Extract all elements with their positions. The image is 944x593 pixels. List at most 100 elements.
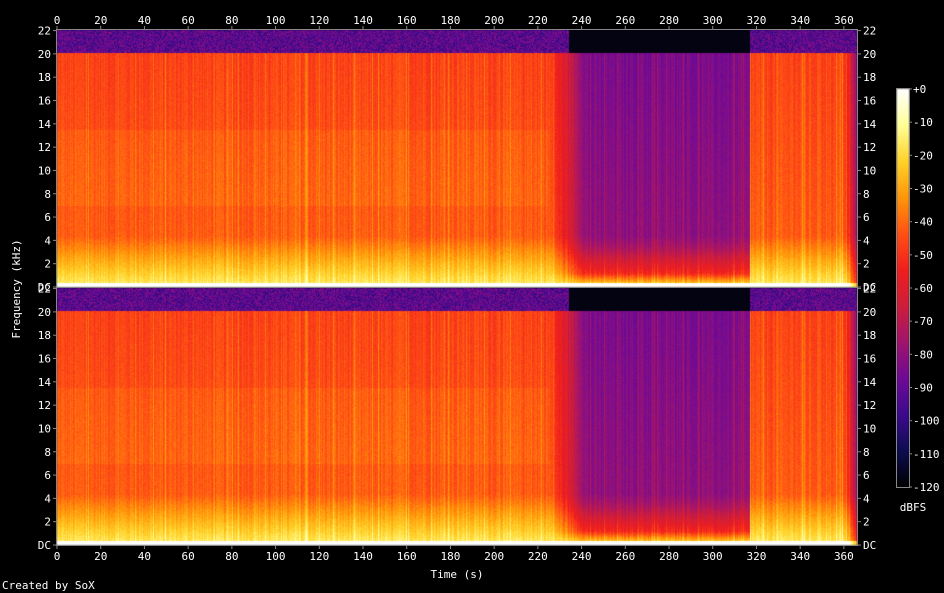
y-tick-label-right: 16 (863, 95, 876, 108)
y-tick-label-right: 8 (863, 446, 870, 459)
y-tick-label-left: 12 (38, 399, 51, 412)
x-tick-label: 320 (747, 14, 767, 27)
colorbar-unit-label: dBFS (900, 501, 927, 514)
y-tick-label-left: 14 (38, 376, 52, 389)
colorbar-tick-label: -10 (913, 116, 933, 129)
y-tick-label-right: 4 (863, 492, 870, 505)
x-tick-label: 220 (528, 550, 548, 563)
y-tick-label-left: 16 (38, 95, 51, 108)
y-tick-label-left: 6 (44, 211, 51, 224)
y-tick-label-left: DC (38, 539, 51, 552)
x-tick-label: 160 (397, 550, 417, 563)
y-tick-label-right: 18 (863, 71, 876, 84)
x-axis-label: Time (s) (431, 568, 484, 581)
x-tick-label: 260 (615, 550, 635, 563)
plot-frame-channel-1 (56, 29, 858, 288)
y-tick-label-left: 10 (38, 164, 51, 177)
x-tick-label: 360 (834, 550, 854, 563)
x-tick-label: 320 (747, 550, 767, 563)
x-tick-label: 200 (484, 14, 504, 27)
y-tick-label-right: 18 (863, 329, 876, 342)
x-tick-label: 360 (834, 14, 854, 27)
colorbar-tick-label: -90 (913, 382, 933, 395)
x-tick-label: 120 (309, 14, 329, 27)
x-tick-label: 260 (615, 14, 635, 27)
x-tick-label: 20 (94, 14, 107, 27)
plot-frame-channel-2 (56, 287, 858, 546)
colorbar-tick-label: -120 (913, 481, 940, 494)
colorbar-tick-label: -110 (913, 448, 940, 461)
y-tick-label-right: 22 (863, 25, 876, 38)
colorbar-tick-label: -70 (913, 315, 933, 328)
y-tick-label-left: 8 (44, 446, 51, 459)
colorbar-tick-label: -100 (913, 415, 940, 428)
y-tick-label-left: 4 (44, 234, 51, 247)
colorbar-tick-label: -20 (913, 149, 933, 162)
y-tick-label-right: 8 (863, 188, 870, 201)
y-tick-label-right: 6 (863, 469, 870, 482)
y-tick-label-right: 20 (863, 48, 876, 61)
y-tick-label-right: 2 (863, 258, 870, 271)
x-tick-label: 180 (441, 550, 461, 563)
y-tick-label-left: 22 (38, 25, 51, 38)
y-tick-label-right: 10 (863, 422, 876, 435)
y-tick-label-right: DC (863, 539, 876, 552)
x-tick-label: 180 (441, 14, 461, 27)
x-tick-label: 140 (353, 14, 373, 27)
colorbar: +0 -10 -20 -30 -40 -50 -60 -70 -80 -90 -100 -110 -12… (896, 83, 940, 494)
x-tick-label: 240 (572, 550, 592, 563)
x-tick-label: 120 (309, 550, 329, 563)
colorbar-frame (896, 88, 910, 488)
y-tick-label-right: 14 (863, 118, 877, 131)
x-tick-label: 0 (54, 14, 61, 27)
x-axis-bottom: 0 20 40 60 80 100 120 140 160 180 200 220 240 260 280 3… (54, 545, 854, 563)
x-tick-label: 240 (572, 14, 592, 27)
x-tick-label: 280 (659, 14, 679, 27)
x-tick-label: 40 (138, 14, 151, 27)
y-tick-label-left: 6 (44, 469, 51, 482)
y-tick-label-left: DC (38, 281, 51, 294)
colorbar-tick-label: -40 (913, 216, 933, 229)
y-tick-label-left: 12 (38, 141, 51, 154)
colorbar-tick-label: -50 (913, 249, 933, 262)
x-tick-label: 200 (484, 550, 504, 563)
x-tick-label: 300 (703, 550, 723, 563)
y-tick-label-right: 6 (863, 211, 870, 224)
y-tick-label-left: 14 (38, 118, 52, 131)
x-tick-label: 100 (266, 550, 286, 563)
x-tick-label: 60 (182, 14, 195, 27)
x-tick-label: 0 (54, 550, 61, 563)
footer-credit: Created by SoX (2, 579, 95, 592)
y-tick-label-right: DC (863, 281, 876, 294)
colorbar-tick-label: -30 (913, 183, 933, 196)
x-tick-label: 160 (397, 14, 417, 27)
y-tick-label-right: 4 (863, 234, 870, 247)
y-tick-label-right: 12 (863, 399, 876, 412)
y-tick-label-left: 18 (38, 71, 51, 84)
y-tick-label-right: 2 (863, 516, 870, 529)
x-tick-label: 40 (138, 550, 151, 563)
colorbar-tick-label: -80 (913, 348, 933, 361)
y-tick-label-right: 20 (863, 306, 876, 319)
x-tick-label: 280 (659, 550, 679, 563)
y-tick-label-right: 22 (863, 283, 876, 296)
y-tick-label-left: 8 (44, 188, 51, 201)
y-tick-label-right: 16 (863, 353, 876, 366)
y-tick-label-left: 20 (38, 48, 51, 61)
x-tick-label: 300 (703, 14, 723, 27)
plot-frames (56, 29, 858, 546)
colorbar-tick-label: +0 (913, 83, 926, 96)
x-tick-label: 100 (266, 14, 286, 27)
x-tick-label: 20 (94, 550, 107, 563)
y-tick-label-right: 14 (863, 376, 877, 389)
colorbar-tick-label: -60 (913, 282, 933, 295)
y-tick-label-left: 2 (44, 258, 51, 271)
x-tick-label: 140 (353, 550, 373, 563)
x-tick-label: 220 (528, 14, 548, 27)
x-tick-label: 340 (790, 550, 810, 563)
y-tick-label-right: 10 (863, 164, 876, 177)
x-axis-top: 0 20 40 60 80 100 120 140 160 180 200 220 240 260 280 3… (54, 14, 854, 30)
y-tick-label-left: 4 (44, 492, 51, 505)
